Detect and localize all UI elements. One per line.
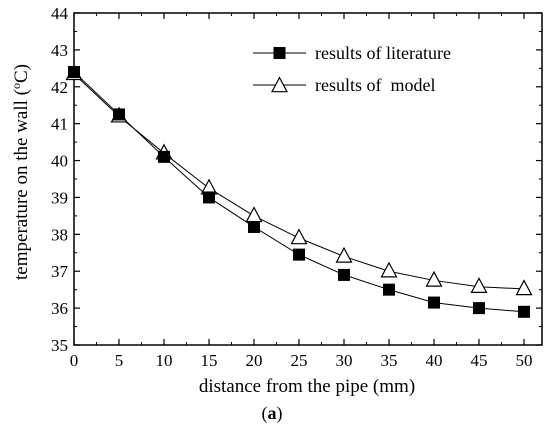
y-tick-label: 38 xyxy=(51,225,68,244)
legend-label: results of model xyxy=(315,75,435,95)
data-point-square xyxy=(68,66,80,79)
x-tick-label: 35 xyxy=(381,351,398,370)
data-point-triangle xyxy=(290,228,308,245)
data-point-square xyxy=(428,296,440,309)
legend-label: results of literature xyxy=(315,43,451,63)
y-tick-label: 43 xyxy=(51,41,68,60)
y-tick-label: 37 xyxy=(51,262,69,281)
y-axis-title-superscript: o xyxy=(9,83,23,89)
y-tick-label: 40 xyxy=(51,152,68,171)
data-point-triangle xyxy=(380,261,398,278)
data-point-triangle xyxy=(515,279,533,296)
y-axis: 35 36 37 38 39 40 41 42 43 44 xyxy=(51,4,542,355)
data-point-square xyxy=(203,191,215,204)
data-point-triangle xyxy=(470,277,488,293)
data-point-square xyxy=(473,302,485,315)
data-point-square xyxy=(518,305,530,318)
data-point-triangle xyxy=(245,206,263,223)
legend-marker-square xyxy=(273,47,286,59)
x-axis-title: distance from the pipe (mm) xyxy=(199,376,415,397)
x-tick-label: 10 xyxy=(156,351,173,370)
data-point-square xyxy=(248,220,260,233)
x-tick-label: 0 xyxy=(70,351,79,370)
legend-item: results of model xyxy=(253,75,435,95)
legend-item: results of literature xyxy=(253,43,451,63)
x-tick-label: 45 xyxy=(471,351,488,370)
x-tick-label: 5 xyxy=(115,351,124,370)
x-tick-label: 25 xyxy=(291,351,308,370)
y-tick-label: 44 xyxy=(51,4,69,23)
x-tick-label: 50 xyxy=(516,351,533,370)
x-tick-label: 15 xyxy=(201,351,218,370)
data-point-square xyxy=(158,150,170,163)
legend-marker-triangle xyxy=(270,76,289,93)
data-point-square xyxy=(338,268,350,281)
data-point-square xyxy=(113,108,125,121)
figure-caption: (a) xyxy=(262,403,283,424)
data-point-triangle xyxy=(335,246,353,263)
x-tick-label: 30 xyxy=(336,351,353,370)
y-tick-label: 36 xyxy=(51,299,68,318)
data-point-square xyxy=(293,248,305,261)
x-tick-label: 40 xyxy=(426,351,443,370)
data-point-triangle xyxy=(425,270,443,287)
y-tick-label: 39 xyxy=(51,188,68,207)
series-layer xyxy=(65,64,533,318)
y-tick-label: 41 xyxy=(51,115,68,134)
x-axis: 0 5 10 15 20 25 30 35 40 45 50 xyxy=(70,13,533,370)
data-point-square xyxy=(383,283,395,296)
plot-area xyxy=(73,12,543,346)
series-line xyxy=(73,71,525,313)
x-tick-label: 20 xyxy=(246,351,263,370)
series-literature xyxy=(68,66,530,318)
y-tick-label: 35 xyxy=(51,336,68,355)
plot-border xyxy=(73,12,543,346)
y-axis-title: temperature on the wall (oC) xyxy=(9,64,32,280)
legend: results of literature results of model xyxy=(253,43,451,95)
y-tick-label: 42 xyxy=(51,78,68,97)
